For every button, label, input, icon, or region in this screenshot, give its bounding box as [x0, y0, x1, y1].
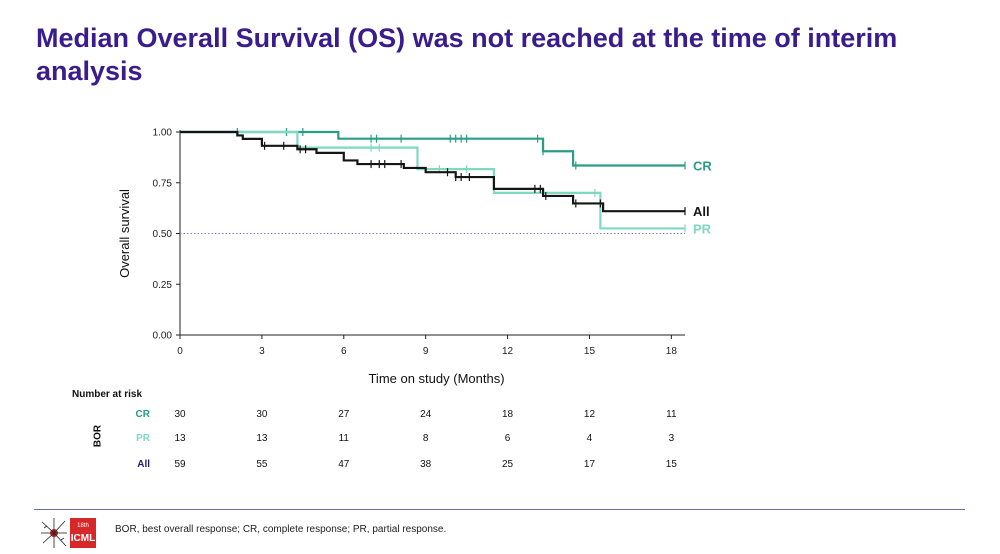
x-tick-label: 3 — [259, 346, 265, 357]
series-label-pr: PR — [693, 221, 712, 236]
x-tick-label: 6 — [341, 346, 347, 357]
svg-text:18th: 18th — [77, 523, 89, 529]
series-line-cr — [180, 130, 685, 167]
icml-logo: 18th ICML — [41, 518, 96, 548]
x-tick-label: 12 — [502, 346, 514, 357]
slide-title: Median Overall Survival (OS) was not rea… — [36, 23, 898, 86]
y-tick-label: 0.75 — [153, 178, 173, 189]
y-tick-label: 0.25 — [153, 280, 173, 291]
series-label-cr: CR — [693, 158, 712, 173]
footer-divider — [34, 509, 965, 510]
series-label-all: All — [693, 204, 710, 219]
x-tick-label: 0 — [177, 346, 183, 357]
series-line-pr — [180, 130, 685, 230]
x-tick-label: 18 — [666, 346, 678, 357]
svg-text:ICML: ICML — [71, 533, 95, 544]
cell-icon — [41, 518, 67, 548]
y-tick-label: 1.00 — [153, 128, 173, 139]
y-axis-title: Overall survival — [117, 189, 132, 278]
y-tick-label: 0.50 — [153, 229, 173, 240]
x-axis-title: Time on study (Months) — [368, 371, 504, 386]
x-tick-label: 9 — [423, 346, 429, 357]
footnote: BOR, best overall response; CR, complete… — [115, 524, 447, 535]
series-line-all — [180, 130, 685, 213]
y-tick-label: 0.00 — [153, 331, 173, 342]
x-tick-label: 15 — [584, 346, 596, 357]
